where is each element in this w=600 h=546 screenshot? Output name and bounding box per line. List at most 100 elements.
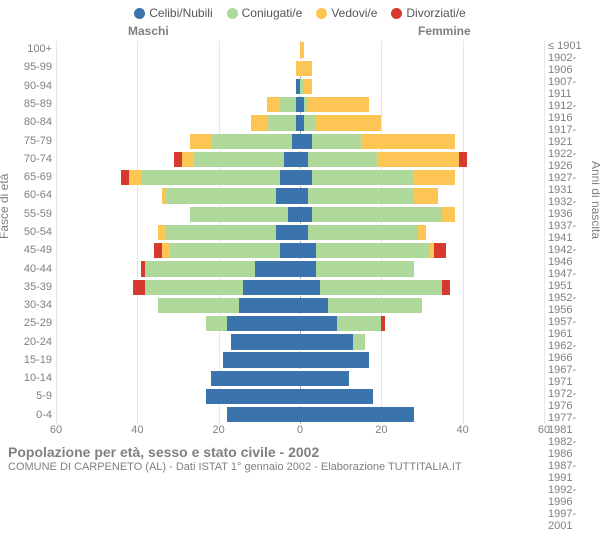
- bar-segment: [300, 389, 373, 404]
- bar-segment: [158, 298, 239, 313]
- legend-label: Divorziati/e: [406, 6, 465, 20]
- birth-label: 1962-1966: [544, 340, 592, 364]
- plot: 6040200204060: [56, 40, 544, 438]
- pyramid-row: [56, 369, 544, 387]
- bar-female: [300, 352, 544, 367]
- birth-label: 1902-1906: [544, 52, 592, 76]
- xaxis: 6040200204060: [56, 424, 544, 438]
- bar-segment: [418, 225, 426, 240]
- birth-label: 1942-1946: [544, 244, 592, 268]
- bar-female: [300, 152, 544, 167]
- bar-male: [56, 170, 300, 185]
- bar-segment: [300, 316, 337, 331]
- bar-male: [56, 207, 300, 222]
- age-label: 5-9: [8, 387, 56, 405]
- bar-segment: [166, 188, 276, 203]
- bar-male: [56, 134, 300, 149]
- bar-male: [56, 225, 300, 240]
- bar-female: [300, 42, 544, 57]
- birth-label: 1932-1936: [544, 196, 592, 220]
- bar-female: [300, 407, 544, 422]
- bar-male: [56, 79, 300, 94]
- bar-female: [300, 334, 544, 349]
- bar-segment: [300, 334, 353, 349]
- bar-segment: [280, 97, 296, 112]
- bar-segment: [166, 225, 276, 240]
- yaxis-title-right: Anni di nascita: [589, 161, 600, 239]
- bar-segment: [284, 152, 300, 167]
- bar-female: [300, 298, 544, 313]
- bar-male: [56, 316, 300, 331]
- bar-segment: [308, 97, 369, 112]
- bar-male: [56, 280, 300, 295]
- age-label: 40-44: [8, 259, 56, 277]
- bar-female: [300, 170, 544, 185]
- bar-segment: [206, 389, 300, 404]
- bar-segment: [206, 316, 226, 331]
- age-label: 90-94: [8, 77, 56, 95]
- bar-segment: [308, 188, 414, 203]
- age-label: 15-19: [8, 351, 56, 369]
- legend: Celibi/NubiliConiugati/eVedovi/eDivorzia…: [8, 6, 592, 20]
- birth-label: 1907-1911: [544, 76, 592, 100]
- bar-segment: [337, 316, 382, 331]
- pyramid-row: [56, 333, 544, 351]
- bar-segment: [414, 188, 438, 203]
- age-labels: 100+95-9990-9485-8980-8475-7970-7465-696…: [8, 40, 56, 438]
- bar-male: [56, 152, 300, 167]
- chart-area: Fasce di età 100+95-9990-9485-8980-8475-…: [8, 40, 592, 438]
- bar-segment: [316, 115, 381, 130]
- bar-female: [300, 115, 544, 130]
- age-label: 85-89: [8, 95, 56, 113]
- legend-item: Vedovi/e: [316, 6, 377, 20]
- age-label: 20-24: [8, 333, 56, 351]
- bar-segment: [300, 225, 308, 240]
- pyramid-row: [56, 406, 544, 424]
- yaxis-title-left: Fasce di età: [0, 174, 11, 239]
- birth-label: 1947-1951: [544, 268, 592, 292]
- age-label: 30-34: [8, 296, 56, 314]
- bar-segment: [251, 115, 267, 130]
- bar-segment: [300, 134, 312, 149]
- chart-title: Popolazione per età, sesso e stato civil…: [8, 444, 592, 460]
- bar-segment: [133, 280, 145, 295]
- bar-female: [300, 371, 544, 386]
- age-label: 95-99: [8, 58, 56, 76]
- bar-female: [300, 261, 544, 276]
- bar-segment: [227, 407, 300, 422]
- pyramid-row: [56, 223, 544, 241]
- bar-segment: [231, 334, 300, 349]
- bar-segment: [300, 371, 349, 386]
- bar-female: [300, 207, 544, 222]
- pyramid-row: [56, 150, 544, 168]
- bar-male: [56, 261, 300, 276]
- bar-male: [56, 298, 300, 313]
- bar-male: [56, 243, 300, 258]
- bar-male: [56, 61, 300, 76]
- bar-female: [300, 280, 544, 295]
- bar-male: [56, 407, 300, 422]
- bar-segment: [377, 152, 458, 167]
- bar-female: [300, 225, 544, 240]
- pyramid-row: [56, 132, 544, 150]
- bar-segment: [280, 243, 300, 258]
- pyramid-chart: Celibi/NubiliConiugati/eVedovi/eDivorzia…: [0, 0, 600, 500]
- bar-segment: [300, 61, 312, 76]
- bar-female: [300, 134, 544, 149]
- pyramid-row: [56, 278, 544, 296]
- pyramid-row: [56, 187, 544, 205]
- bar-segment: [276, 188, 300, 203]
- bar-segment: [194, 152, 283, 167]
- bar-segment: [267, 115, 295, 130]
- bar-segment: [300, 207, 312, 222]
- bar-female: [300, 389, 544, 404]
- birth-label: 1972-1976: [544, 388, 592, 412]
- bar-segment: [211, 134, 292, 149]
- pyramid-row: [56, 77, 544, 95]
- xtick-label: 20: [375, 424, 387, 436]
- chart-subtitle: COMUNE DI CARPENETO (AL) - Dati ISTAT 1°…: [8, 461, 592, 473]
- age-label: 70-74: [8, 150, 56, 168]
- bar-segment: [154, 243, 162, 258]
- age-label: 75-79: [8, 131, 56, 149]
- bar-segment: [170, 243, 280, 258]
